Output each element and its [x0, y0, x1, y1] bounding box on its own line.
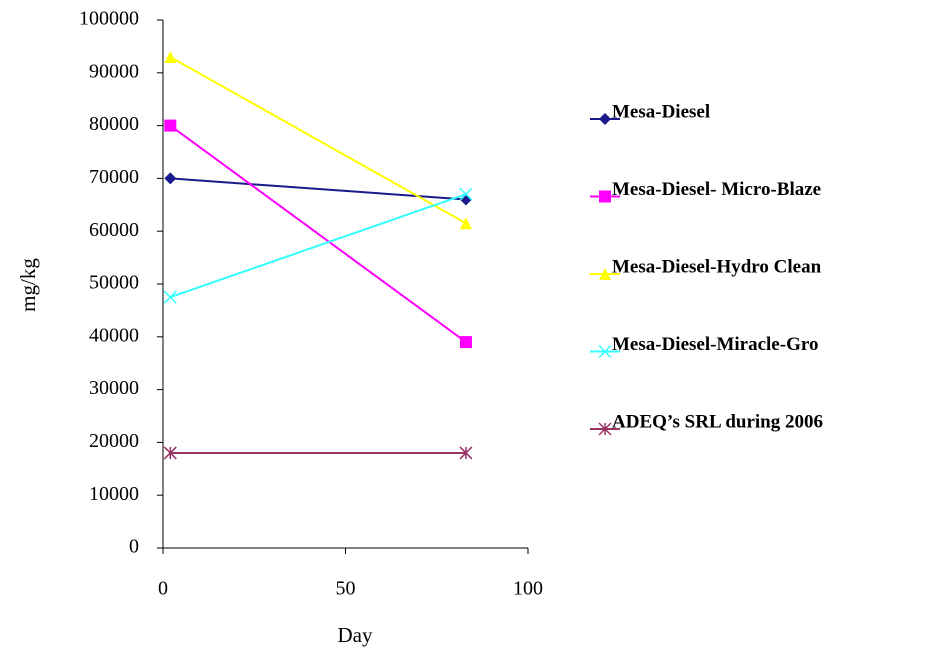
y-tick-label: 30000 — [89, 377, 139, 399]
y-tick-label: 50000 — [89, 272, 139, 294]
x-tick-label: 0 — [158, 578, 168, 600]
y-tick-label: 60000 — [89, 219, 139, 241]
marker — [598, 422, 612, 436]
y-tick-label: 10000 — [89, 483, 139, 505]
y-axis-title: mg/kg — [16, 258, 40, 312]
legend-label: Mesa-Diesel-Miracle-Gro — [612, 334, 818, 355]
marker — [599, 268, 611, 280]
legend-label: Mesa-Diesel- Micro-Blaze — [612, 179, 821, 200]
y-tick-label: 90000 — [89, 60, 139, 82]
marker — [164, 119, 177, 132]
marker — [163, 446, 177, 460]
marker — [163, 290, 177, 304]
x-tick-label: 100 — [513, 578, 543, 600]
marker — [459, 336, 472, 349]
marker — [599, 113, 611, 125]
legend-label: ADEQ’s SRL during 2006 — [612, 411, 823, 432]
marker — [459, 187, 473, 201]
y-tick-label: 70000 — [89, 166, 139, 188]
marker — [599, 190, 611, 203]
y-tick-label: 80000 — [89, 113, 139, 135]
marker — [598, 344, 612, 359]
marker — [164, 50, 177, 63]
x-axis-title: Day — [338, 623, 373, 647]
series-line — [169, 56, 467, 225]
series-line — [169, 193, 467, 299]
y-tick-label: 40000 — [89, 324, 139, 346]
series-line — [170, 177, 467, 201]
y-tick-label: 20000 — [89, 430, 139, 452]
series-line — [169, 124, 467, 343]
y-tick-label: 100000 — [79, 8, 139, 30]
legend-label: Mesa-Diesel — [612, 101, 710, 122]
marker — [459, 446, 473, 460]
marker — [164, 172, 177, 185]
legend-label: Mesa-Diesel-Hydro Clean — [612, 256, 822, 277]
x-tick-label: 50 — [336, 578, 356, 600]
y-tick-label: 0 — [129, 536, 139, 558]
marker — [459, 217, 472, 230]
